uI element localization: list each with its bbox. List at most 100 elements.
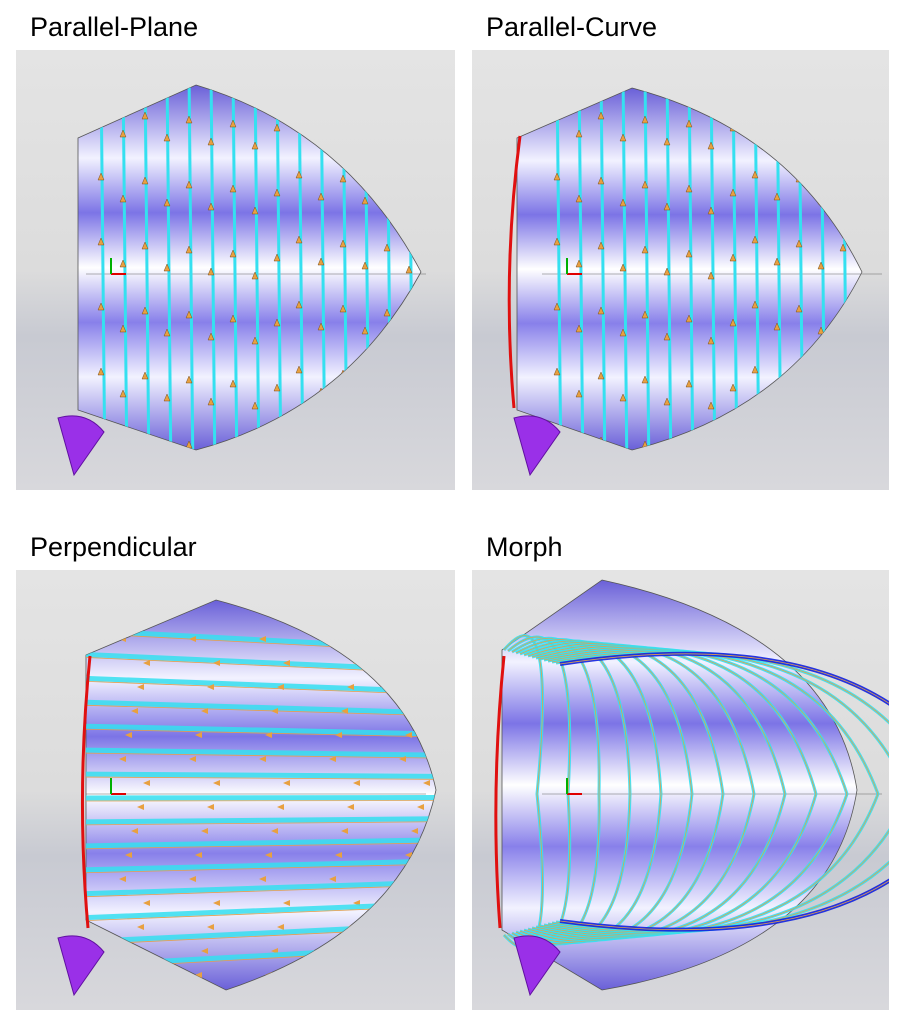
toolpath (643, 88, 651, 450)
arrow (283, 660, 290, 666)
arrow (265, 852, 272, 858)
panel-view (16, 570, 455, 1010)
arrow (685, 314, 693, 323)
toolpath (599, 88, 607, 450)
arrow (259, 756, 266, 762)
arrow (295, 235, 303, 244)
toolpath-center (86, 776, 436, 780)
arrow (213, 900, 220, 906)
arrow (751, 170, 759, 179)
arrow (353, 780, 360, 786)
toolpath (86, 879, 436, 897)
arrow (229, 249, 237, 258)
arrow (619, 198, 627, 207)
boundary-curve (507, 135, 522, 409)
arrow (817, 261, 825, 270)
toolpath (231, 85, 239, 450)
arrow (251, 271, 259, 280)
arrow (361, 196, 369, 205)
arrow (201, 828, 208, 834)
arrow (839, 243, 847, 252)
arrow (707, 141, 715, 150)
arrow (729, 188, 737, 197)
arrow (185, 375, 193, 384)
arrow (405, 265, 413, 274)
arrow (685, 184, 693, 193)
arrow (729, 383, 737, 392)
arrow (213, 660, 220, 666)
toolpath-center (559, 653, 889, 931)
arrow (685, 379, 693, 388)
arrow (663, 332, 671, 341)
arrow (339, 174, 347, 183)
arrow (317, 257, 325, 266)
arrow (141, 176, 149, 185)
arrow (97, 302, 105, 311)
arrow (265, 732, 272, 738)
arrow (273, 383, 281, 392)
arrow (341, 828, 348, 834)
arrow (619, 133, 627, 142)
toolpath-center (86, 728, 436, 738)
arrow (119, 389, 127, 398)
arrow (185, 310, 193, 319)
arrow (597, 241, 605, 250)
arrow (729, 253, 737, 262)
arrow (575, 324, 583, 333)
arrow (207, 804, 214, 810)
arrow (119, 194, 127, 203)
arrow (339, 239, 347, 248)
arrow (137, 684, 144, 690)
arrow (575, 259, 583, 268)
arrow (119, 324, 127, 333)
arrow (329, 756, 336, 762)
arrow (795, 304, 803, 313)
arrow (707, 271, 715, 280)
toolpath-center (86, 704, 436, 717)
arrow (141, 241, 149, 250)
toolpath (687, 88, 695, 450)
toolpath (275, 85, 283, 450)
arrow (229, 119, 237, 128)
arrow (189, 636, 196, 642)
arrow (141, 111, 149, 120)
arrow (185, 245, 193, 254)
arrow (271, 708, 278, 714)
arrow (423, 780, 430, 786)
arrow (685, 249, 693, 258)
panel-view (472, 570, 889, 1010)
arrow (195, 972, 202, 978)
arrow (295, 300, 303, 309)
toolpath (555, 88, 563, 450)
arrow (207, 267, 215, 276)
arrow (641, 180, 649, 189)
arrow (663, 267, 671, 276)
arrow (137, 804, 144, 810)
arrow (277, 924, 284, 930)
arrow (817, 326, 825, 335)
arrow (795, 239, 803, 248)
arrow (341, 708, 348, 714)
arrow (163, 393, 171, 402)
arrow (553, 302, 561, 311)
arrow (339, 304, 347, 313)
arrow (399, 756, 406, 762)
arrow (295, 170, 303, 179)
arrow (273, 318, 281, 327)
arrow (251, 206, 259, 215)
arrow (213, 780, 220, 786)
toolpath-center (86, 821, 436, 826)
toolpath-center (86, 884, 436, 898)
toolpath (99, 85, 107, 450)
arrow (131, 828, 138, 834)
arrow (125, 852, 132, 858)
panel-title: Morph (486, 532, 563, 562)
arrow (335, 852, 342, 858)
arrow (273, 123, 281, 132)
toolpath-center (86, 680, 436, 696)
arrow (119, 756, 126, 762)
arrow (685, 119, 693, 128)
tool-cone (513, 935, 561, 997)
arrow (189, 876, 196, 882)
toolpath-center (86, 752, 436, 759)
